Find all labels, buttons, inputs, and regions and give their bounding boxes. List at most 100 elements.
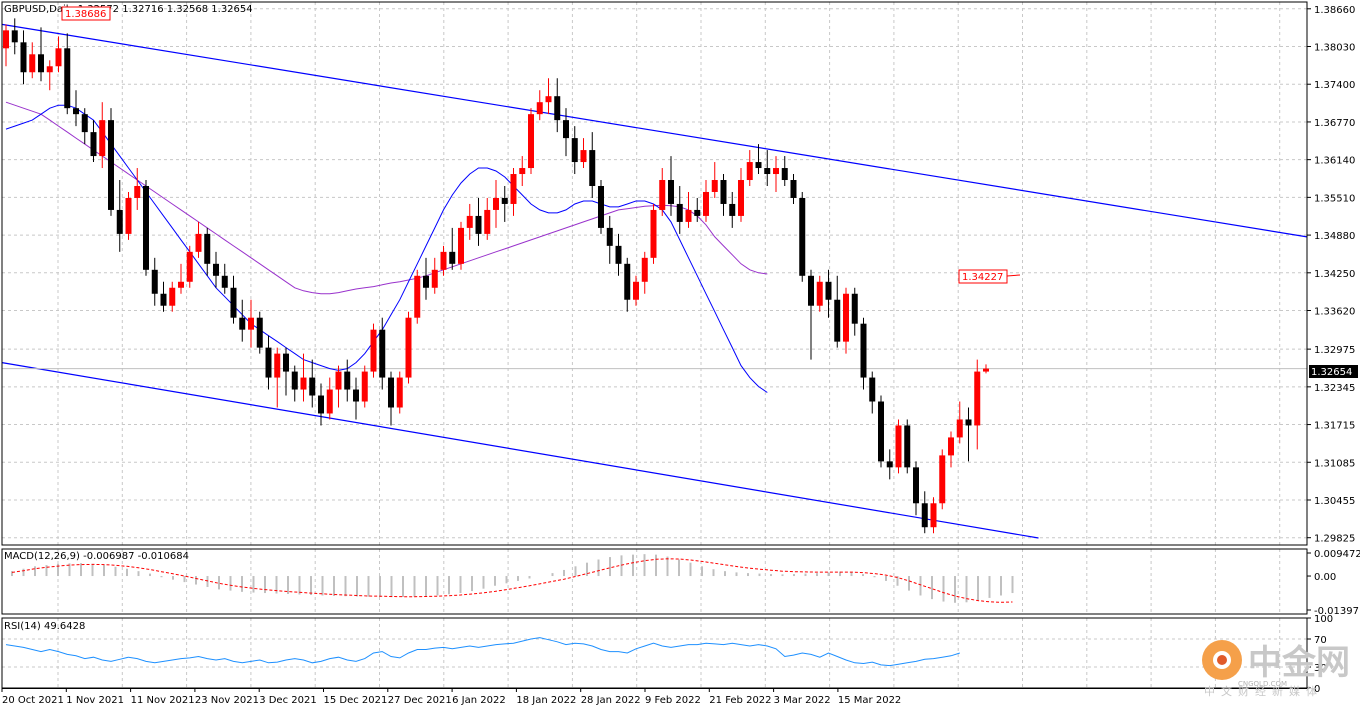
candle-body [46, 66, 53, 73]
current-price-label: 1.32654 [1311, 367, 1352, 378]
candle-body [668, 180, 674, 204]
candle [230, 275, 237, 324]
candle [449, 227, 456, 270]
candle [414, 269, 421, 324]
price-pane [1, 18, 1308, 539]
x-tick-label: 27 Dec 2021 [388, 695, 452, 706]
x-tick-label: 28 Jan 2022 [581, 695, 641, 706]
candle [790, 174, 797, 204]
candle-body [860, 323, 867, 378]
candle [913, 461, 919, 516]
candle-body [370, 329, 377, 372]
ma-slow-line [5, 101, 768, 295]
candle-body [904, 425, 911, 468]
candle-body [694, 209, 701, 216]
y-tick-label: 1.32975 [1314, 345, 1355, 356]
candle-body [440, 251, 447, 270]
candle-body [195, 233, 202, 252]
candle-body [895, 425, 902, 468]
candle-body [108, 120, 114, 210]
candle [939, 449, 946, 510]
candle [808, 269, 814, 360]
candle-body [204, 233, 211, 264]
candle-body [816, 281, 823, 306]
candle-body [20, 42, 27, 73]
candle [545, 78, 552, 115]
candle-body [843, 293, 849, 342]
x-tick-label: 3 Dec 2021 [259, 695, 317, 706]
candle-body [808, 275, 814, 306]
rsi-label: RSI(14) 49.6428 [4, 621, 85, 632]
y-tick-label: 1.30455 [1314, 496, 1355, 507]
candle-body [851, 293, 858, 324]
candle [116, 180, 123, 252]
candle-body [641, 257, 648, 282]
candle-body [90, 132, 97, 157]
candle [948, 431, 954, 468]
candle-body [519, 168, 526, 175]
candle-body [64, 48, 71, 109]
candle-body [781, 168, 788, 181]
candle [685, 191, 692, 228]
candle-body [186, 251, 193, 282]
candle-body [738, 180, 744, 216]
candle-body [965, 419, 972, 426]
x-tick-label: 18 Jan 2022 [516, 695, 576, 706]
candle [125, 191, 132, 240]
candle [239, 299, 246, 342]
x-tick-label: 1 Nov 2021 [66, 695, 124, 706]
candle [221, 263, 228, 294]
candle-body [501, 197, 508, 204]
candle-body [388, 377, 394, 408]
x-tick-label: 6 Jan 2022 [452, 695, 506, 706]
candle [834, 275, 841, 348]
candle-body [239, 317, 246, 330]
candle [528, 108, 534, 175]
candle [606, 215, 613, 264]
candle-body [921, 503, 928, 528]
candle [956, 401, 963, 444]
candle-body [633, 281, 639, 300]
candle-body [790, 180, 797, 198]
rsi-y-tick-label: 0 [1314, 684, 1320, 695]
candle [195, 221, 202, 258]
candle [475, 197, 482, 246]
candle-body [431, 269, 438, 288]
candle-body [685, 209, 692, 222]
candle-body [335, 371, 342, 390]
candle-body [256, 317, 263, 348]
candle [869, 371, 876, 414]
candle [90, 120, 97, 163]
y-tick-label: 1.34250 [1314, 269, 1355, 280]
candle [694, 197, 701, 222]
candle [134, 168, 141, 210]
candle-body [466, 215, 473, 228]
candle-body [528, 114, 534, 169]
candle [108, 108, 114, 216]
candle-body [405, 317, 412, 378]
candle-body [423, 275, 429, 288]
candle-body [265, 347, 272, 378]
candle [641, 251, 648, 294]
candle [773, 156, 779, 192]
candle [930, 497, 937, 534]
candle-body [948, 437, 954, 456]
candle [659, 168, 666, 216]
candle-body [361, 371, 368, 402]
candle-body [554, 96, 561, 121]
chart-title: GBPUSD,Daily 1.32572 1.32716 1.32568 1.3… [4, 4, 253, 15]
y-tick-label: 1.32345 [1314, 383, 1355, 394]
candle-body [318, 395, 324, 414]
candle [379, 317, 386, 390]
candle [160, 281, 167, 312]
candle-body [650, 209, 657, 258]
macd-pane-frame [1, 548, 1308, 615]
candle-body [930, 503, 937, 528]
candle-body [589, 150, 596, 186]
y-tick-label: 1.31085 [1314, 458, 1355, 469]
x-tick-label: 9 Feb 2022 [645, 695, 701, 706]
candle-body [353, 389, 359, 402]
